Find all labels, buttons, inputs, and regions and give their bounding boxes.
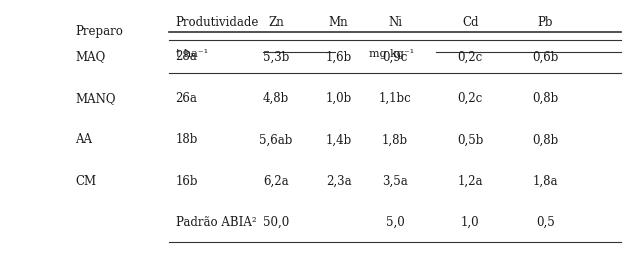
Text: 5,6ab: 5,6ab: [259, 133, 293, 146]
Text: MAQ: MAQ: [75, 51, 105, 63]
Text: 0,9c: 0,9c: [382, 51, 408, 63]
Text: Preparo: Preparo: [75, 25, 123, 38]
Text: AA: AA: [75, 133, 92, 146]
Text: 1,8b: 1,8b: [382, 133, 408, 146]
Text: 2,3a: 2,3a: [326, 175, 351, 188]
Text: Cd: Cd: [462, 16, 478, 29]
Text: 5,0: 5,0: [386, 216, 404, 229]
Text: 18b: 18b: [176, 133, 198, 146]
Text: 0,5: 0,5: [536, 216, 555, 229]
Text: 0,6b: 0,6b: [532, 51, 559, 63]
Text: CM: CM: [75, 175, 97, 188]
Text: 0,8b: 0,8b: [532, 133, 559, 146]
Text: 16b: 16b: [176, 175, 198, 188]
Text: 1,1bc: 1,1bc: [379, 92, 411, 105]
Text: mg kg⁻¹: mg kg⁻¹: [369, 49, 414, 59]
Text: 28a: 28a: [176, 51, 198, 63]
Text: 1,0b: 1,0b: [325, 92, 352, 105]
Text: Padrão ABIA²: Padrão ABIA²: [176, 216, 256, 229]
Text: 1,0: 1,0: [461, 216, 480, 229]
Text: 6,2a: 6,2a: [263, 175, 288, 188]
Text: 5,3b: 5,3b: [263, 51, 289, 63]
Text: t ha⁻¹: t ha⁻¹: [176, 49, 208, 59]
Text: Pb: Pb: [538, 16, 553, 29]
Text: Zn: Zn: [268, 16, 284, 29]
Text: 1,6b: 1,6b: [325, 51, 352, 63]
Text: 0,2c: 0,2c: [458, 51, 483, 63]
Text: 0,2c: 0,2c: [458, 92, 483, 105]
Text: 50,0: 50,0: [263, 216, 289, 229]
Text: 3,5a: 3,5a: [382, 175, 408, 188]
Text: Mn: Mn: [329, 16, 349, 29]
Text: 26a: 26a: [176, 92, 198, 105]
Text: Produtividade: Produtividade: [176, 16, 259, 29]
Text: 1,2a: 1,2a: [458, 175, 483, 188]
Text: MANQ: MANQ: [75, 92, 116, 105]
Text: 1,8a: 1,8a: [533, 175, 558, 188]
Text: 0,8b: 0,8b: [532, 92, 559, 105]
Text: 4,8b: 4,8b: [263, 92, 289, 105]
Text: 0,5b: 0,5b: [457, 133, 483, 146]
Text: 1,4b: 1,4b: [325, 133, 352, 146]
Text: Ni: Ni: [388, 16, 402, 29]
